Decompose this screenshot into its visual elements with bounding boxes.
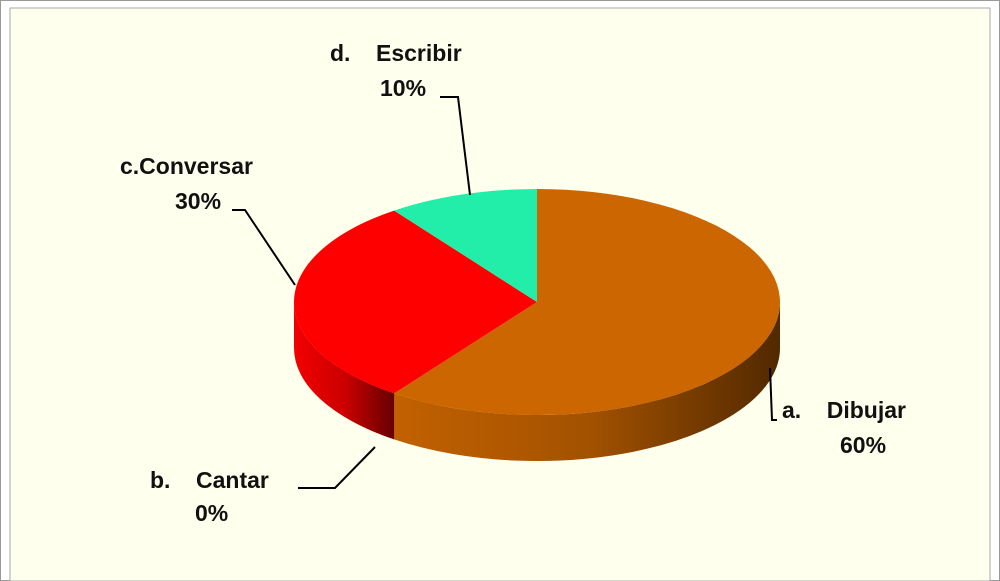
slice [394, 189, 781, 416]
slice [394, 302, 537, 394]
category-label: b. Cantar [150, 467, 269, 493]
value-label: 10% [380, 75, 426, 101]
slice [294, 210, 537, 394]
leader-line [769, 367, 777, 421]
category-label: d. Escribir [330, 40, 462, 66]
value-label: 30% [175, 188, 221, 214]
slice [394, 189, 537, 302]
leader-line [440, 96, 471, 196]
leader-line [232, 209, 296, 286]
value-label: 60% [840, 432, 886, 458]
slice-side-shade [394, 302, 780, 461]
slice-side-shade [294, 302, 395, 440]
value-label: 0% [195, 500, 228, 526]
category-label: c.Conversar [120, 153, 253, 179]
category-label: a. Dibujar [782, 397, 906, 423]
leader-line [298, 446, 376, 489]
